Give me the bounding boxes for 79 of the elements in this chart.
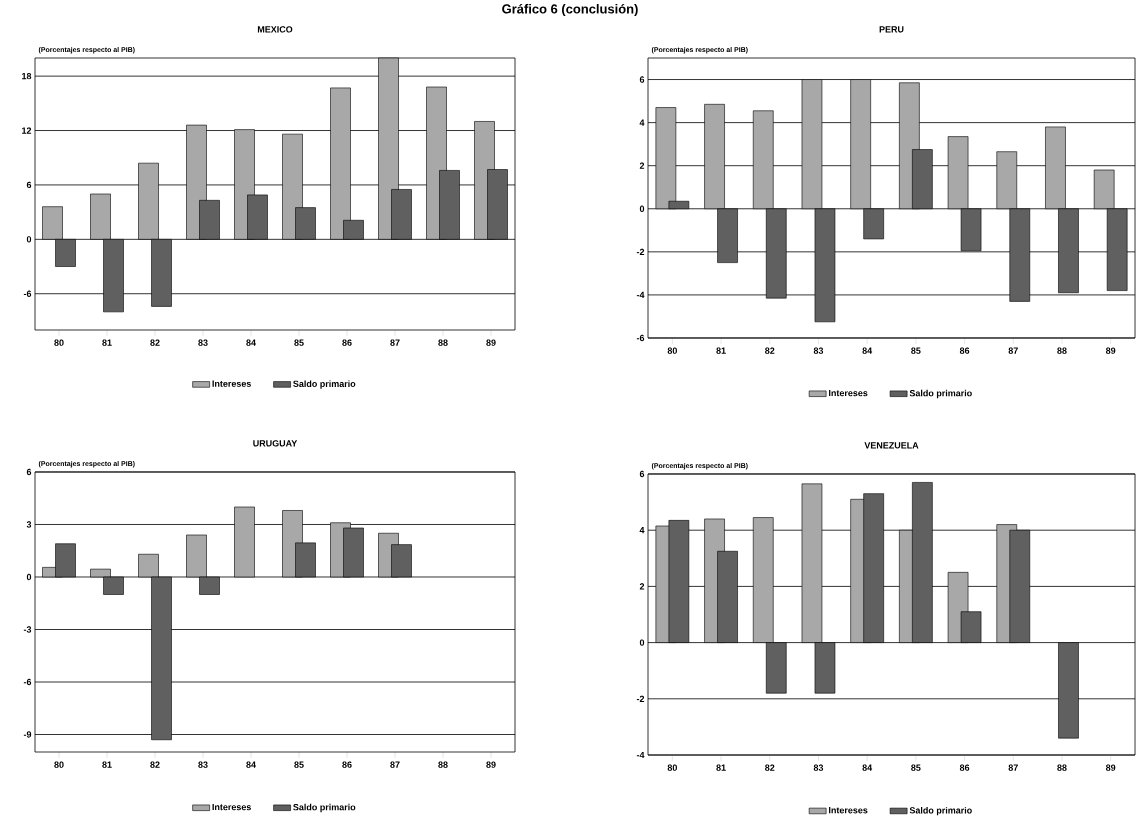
y-tick-label: -6 <box>23 678 32 686</box>
legend-label: Intereses <box>212 380 251 387</box>
y-tick-label: -6 <box>23 290 32 297</box>
legend-label: Saldo primario <box>909 806 972 816</box>
x-tick-label: 87 <box>1008 764 1018 771</box>
x-tick-label: 82 <box>150 761 160 768</box>
y-tick-label: 6 <box>26 468 32 476</box>
x-tick-label: 88 <box>1057 764 1067 771</box>
x-tick-label: 82 <box>150 339 160 346</box>
x-tick-label: 82 <box>765 764 775 771</box>
legend-label: Saldo primario <box>293 803 356 813</box>
x-tick-label: 88 <box>438 761 448 768</box>
x-tick-label: 82 <box>765 347 775 354</box>
y-tick-label: 3 <box>26 521 32 528</box>
legend-label: Saldo primario <box>909 389 972 399</box>
y-tick-label: 2 <box>639 162 645 169</box>
y-tick-label: -6 <box>636 334 645 342</box>
x-tick-label: 85 <box>294 339 304 346</box>
x-tick-label: 85 <box>294 761 304 768</box>
chart-title: PERU <box>879 26 904 33</box>
x-tick-label: 87 <box>390 761 400 768</box>
x-tick-label: 89 <box>1105 764 1116 771</box>
y-tick-label: 6 <box>26 181 32 189</box>
x-tick-label: 89 <box>486 339 496 346</box>
x-tick-label: 84 <box>862 347 873 354</box>
x-tick-label: 83 <box>198 761 208 768</box>
x-tick-label: 81 <box>716 764 726 771</box>
x-tick-label: 81 <box>102 761 112 768</box>
x-tick-label: 88 <box>1057 347 1067 354</box>
x-tick-label: 86 <box>959 764 970 771</box>
chart-title: VENEZUELA <box>864 442 919 449</box>
x-tick-label: 81 <box>716 347 726 354</box>
y-tick-label: 0 <box>639 205 645 212</box>
y-tick-label: 12 <box>22 127 32 134</box>
x-tick-label: 80 <box>667 347 677 354</box>
x-tick-label: 84 <box>246 339 256 346</box>
x-tick-label: 85 <box>911 347 921 354</box>
x-tick-label: 80 <box>667 764 677 771</box>
y-tick-label: 4 <box>639 527 645 534</box>
x-tick-label: 89 <box>1105 347 1116 354</box>
x-tick-label: 85 <box>911 764 921 771</box>
legend-label: Intereses <box>829 389 868 397</box>
x-tick-label: 86 <box>342 339 352 346</box>
y-tick-label: 18 <box>22 72 32 80</box>
legend-label: Intereses <box>212 803 251 811</box>
bar <box>1058 642 1079 739</box>
x-tick-label: 84 <box>862 764 873 771</box>
x-tick-label: 80 <box>54 339 64 346</box>
y-tick-label: -2 <box>636 248 645 255</box>
x-tick-label: 87 <box>390 339 400 346</box>
x-tick-label: 84 <box>246 761 256 768</box>
chart-title: MEXICO <box>257 26 293 33</box>
y-tick-label: 0 <box>639 639 645 646</box>
legend-label: Saldo primario <box>293 380 356 389</box>
x-tick-label: 88 <box>438 339 448 346</box>
x-tick-label: 86 <box>959 347 970 354</box>
y-tick-label: 0 <box>26 236 32 243</box>
y-tick-label: -9 <box>23 731 32 738</box>
chart-title: URUGUAY <box>253 440 298 447</box>
legend-label: Intereses <box>829 807 868 814</box>
x-tick-label: 80 <box>54 761 64 768</box>
y-tick-label: 0 <box>26 573 32 581</box>
bar <box>234 506 255 578</box>
x-tick-label: 81 <box>102 339 112 346</box>
y-tick-label: -4 <box>636 291 645 298</box>
x-tick-label: 86 <box>342 761 352 768</box>
x-tick-label: 83 <box>198 339 208 346</box>
x-tick-label: 87 <box>1008 347 1018 354</box>
x-tick-label: 83 <box>813 347 824 354</box>
y-tick-label: 6 <box>639 470 645 478</box>
y-tick-label: 2 <box>639 583 645 590</box>
y-tick-label: -4 <box>636 751 645 759</box>
x-tick-label: 83 <box>813 764 824 771</box>
y-tick-label: 4 <box>639 119 645 126</box>
y-tick-label: -2 <box>636 695 645 702</box>
y-tick-label: 6 <box>639 76 645 83</box>
text: Gráfico 6 (conclusión) <box>502 3 638 17</box>
y-tick-label: -3 <box>23 626 32 633</box>
x-tick-label: 89 <box>486 761 496 768</box>
